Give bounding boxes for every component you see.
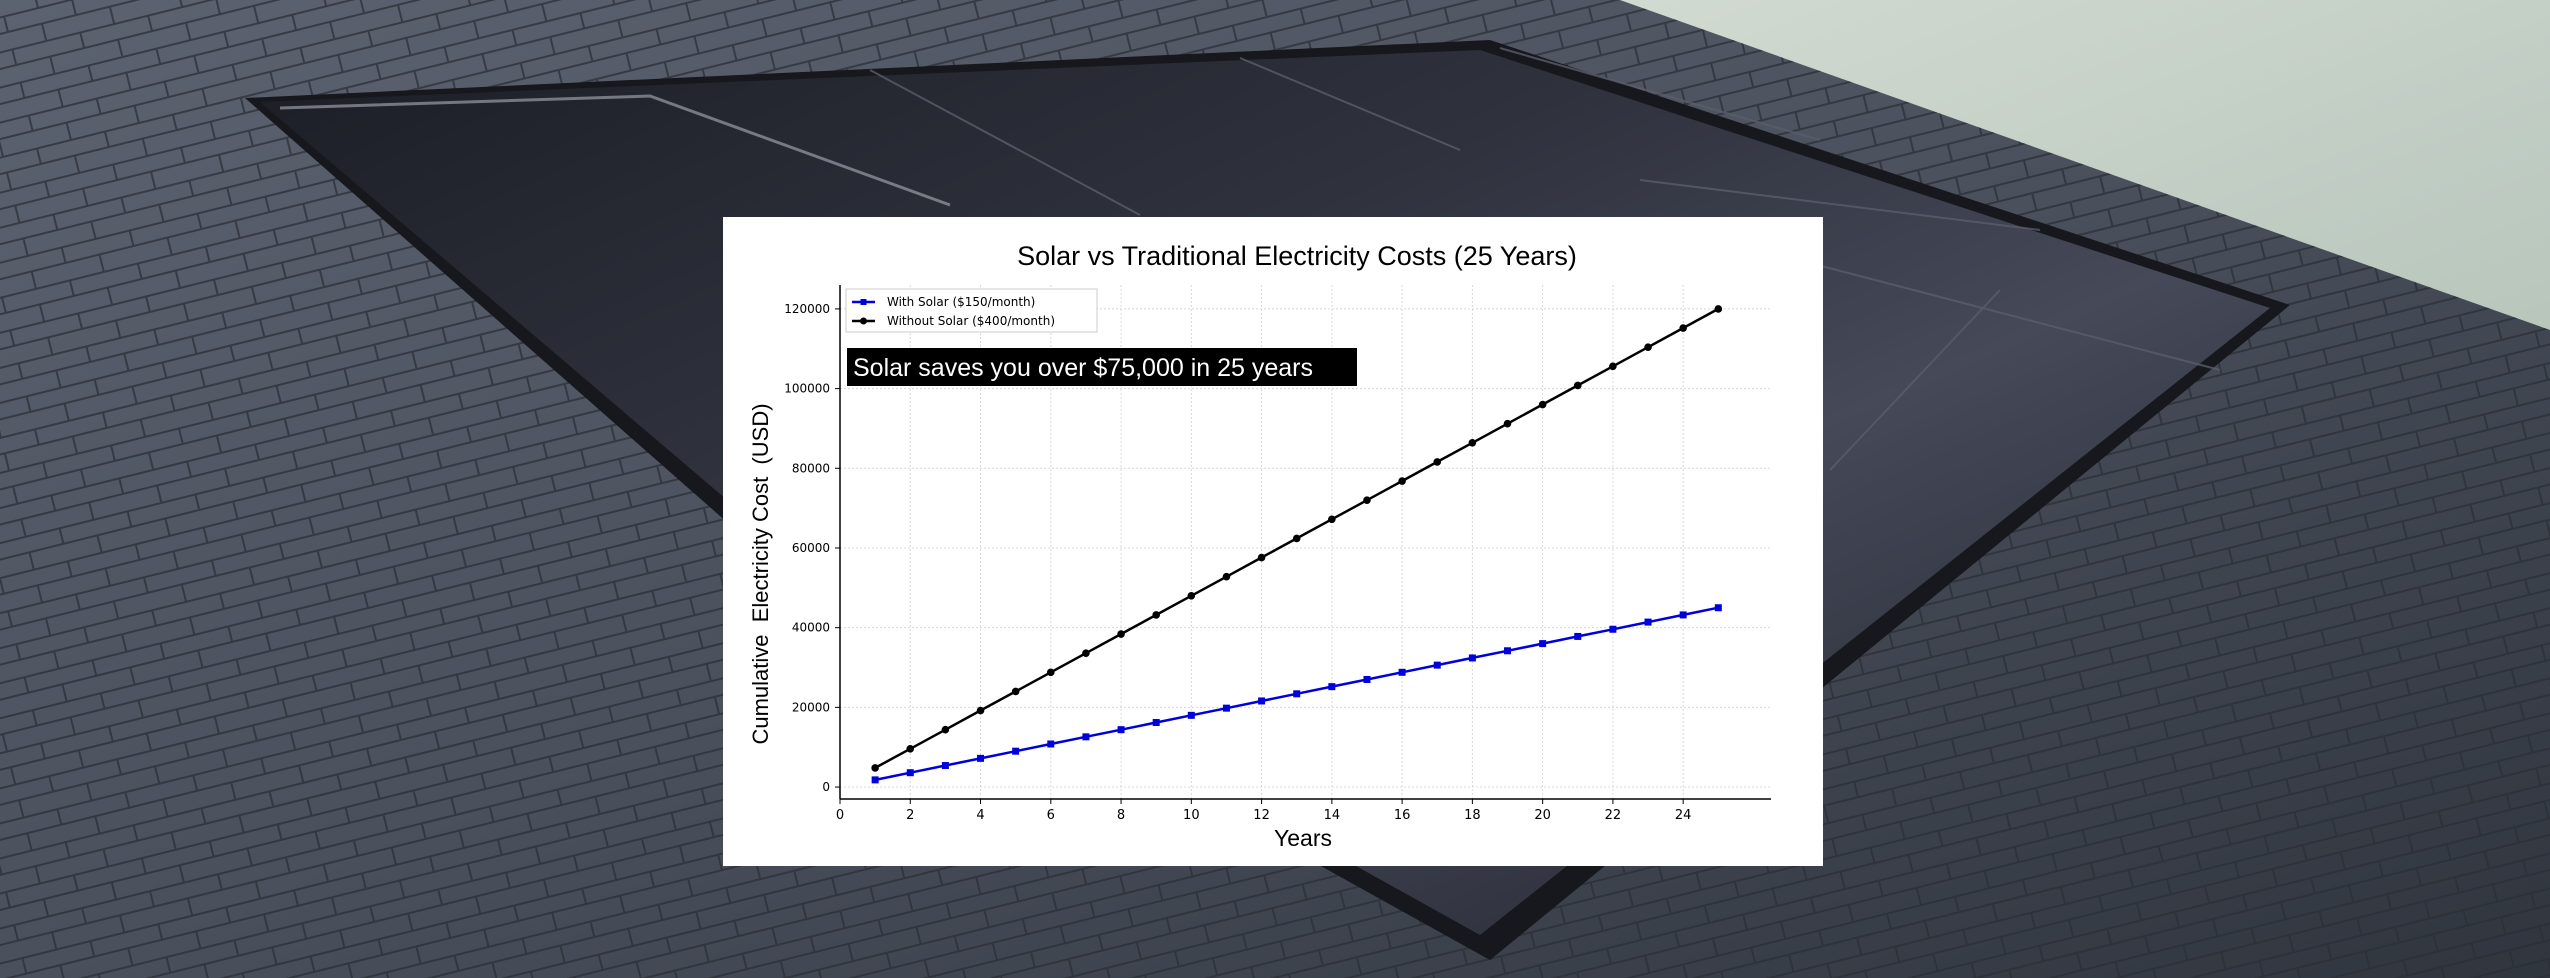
data-point-with-solar — [1222, 704, 1230, 712]
chart-card: Solar vs Traditional Electricity Costs (… — [723, 217, 1823, 866]
x-tick-label: 12 — [1253, 808, 1270, 823]
data-point-with-solar — [871, 776, 879, 784]
data-point-without-solar — [1468, 438, 1477, 447]
data-point-with-solar — [977, 754, 985, 762]
data-point-without-solar — [1644, 343, 1652, 351]
data-point-with-solar — [1187, 711, 1195, 719]
x-tick-label: 10 — [1183, 808, 1200, 823]
x-tick-label: 0 — [836, 808, 844, 823]
y-tick-label: 120000 — [784, 302, 830, 316]
x-tick-label: 8 — [1117, 808, 1125, 823]
data-point-with-solar — [906, 769, 914, 777]
x-tick-label: 16 — [1394, 808, 1411, 823]
data-point-with-solar — [1433, 661, 1441, 669]
data-point-without-solar — [1046, 668, 1055, 677]
data-point-without-solar — [1679, 324, 1687, 332]
y-axis-label: Cumulative Electricity Cost (USD) — [748, 403, 773, 744]
data-point-with-solar — [1468, 654, 1476, 662]
x-tick-label: 4 — [976, 808, 984, 823]
chart-title: Solar vs Traditional Electricity Costs (… — [1017, 241, 1577, 271]
data-point-with-solar — [1574, 632, 1582, 640]
data-point-without-solar — [1609, 362, 1617, 371]
series-layer — [871, 305, 1723, 784]
data-point-with-solar — [1398, 668, 1406, 676]
data-point-without-solar — [941, 725, 950, 734]
x-tick-label: 6 — [1047, 808, 1055, 823]
data-point-without-solar — [1082, 649, 1090, 657]
data-point-with-solar — [1328, 683, 1336, 691]
x-tick-label: 2 — [906, 808, 914, 823]
data-point-without-solar — [1187, 591, 1196, 600]
annotation-box — [847, 348, 1357, 386]
data-point-without-solar — [1363, 496, 1371, 504]
data-point-without-solar — [976, 706, 985, 715]
data-point-with-solar — [1539, 640, 1547, 648]
data-point-without-solar — [1117, 630, 1125, 638]
x-tick-label: 20 — [1534, 808, 1551, 823]
legend: With Solar ($150/month) Without Solar ($… — [845, 288, 1098, 333]
x-tick-label: 18 — [1464, 808, 1481, 823]
data-point-with-solar — [1293, 690, 1301, 698]
data-point-with-solar — [1714, 604, 1722, 612]
data-point-without-solar — [1292, 534, 1301, 543]
legend-label-with-solar: With Solar ($150/month) — [887, 295, 1035, 309]
x-tick-label: 22 — [1605, 808, 1622, 823]
savings-annotation: Solar saves you over $75,000 in 25 years — [847, 348, 1357, 386]
legend-marker-without-solar — [860, 317, 867, 325]
data-point-without-solar — [1398, 477, 1406, 485]
data-point-with-solar — [1117, 726, 1125, 734]
cost-comparison-chart: Solar vs Traditional Electricity Costs (… — [748, 241, 1771, 851]
data-point-with-solar — [1082, 733, 1090, 741]
y-tick-label: 80000 — [792, 461, 830, 475]
data-point-without-solar — [1152, 611, 1160, 619]
data-point-with-solar — [1047, 740, 1055, 748]
axis-ticks: 0 2 4 6 8 10 12 14 16 18 20 22 240200004000060000800… — [784, 302, 1691, 823]
y-tick-label: 40000 — [792, 621, 830, 635]
data-point-without-solar — [871, 764, 879, 772]
x-tick-label: 24 — [1675, 808, 1692, 823]
data-point-with-solar — [1363, 675, 1371, 683]
annotation-text: Solar saves you over $75,000 in 25 years — [853, 354, 1313, 382]
data-point-with-solar — [1152, 718, 1160, 726]
data-point-without-solar — [1503, 419, 1512, 428]
data-point-without-solar — [906, 744, 915, 753]
data-point-with-solar — [1258, 697, 1266, 705]
y-tick-label: 20000 — [792, 700, 830, 714]
data-point-with-solar — [1679, 611, 1687, 619]
data-point-with-solar — [1012, 747, 1020, 755]
data-point-without-solar — [1257, 553, 1266, 562]
data-point-without-solar — [1714, 305, 1723, 313]
legend-marker-with-solar — [860, 299, 867, 305]
legend-label-without-solar: Without Solar ($400/month) — [887, 314, 1055, 328]
y-tick-label: 60000 — [792, 541, 830, 555]
y-tick-label: 100000 — [784, 382, 830, 396]
data-point-without-solar — [1573, 381, 1582, 390]
data-point-without-solar — [1222, 572, 1231, 581]
x-axis-label: Years — [1274, 825, 1332, 851]
data-point-with-solar — [941, 762, 949, 770]
data-point-without-solar — [1538, 400, 1547, 409]
data-point-with-solar — [1609, 625, 1617, 633]
data-point-without-solar — [1328, 515, 1336, 524]
data-point-without-solar — [1433, 458, 1442, 466]
data-point-without-solar — [1011, 687, 1020, 696]
y-tick-label: 0 — [822, 780, 830, 794]
x-tick-label: 14 — [1324, 808, 1341, 823]
data-point-with-solar — [1644, 618, 1652, 626]
data-point-with-solar — [1504, 647, 1512, 655]
